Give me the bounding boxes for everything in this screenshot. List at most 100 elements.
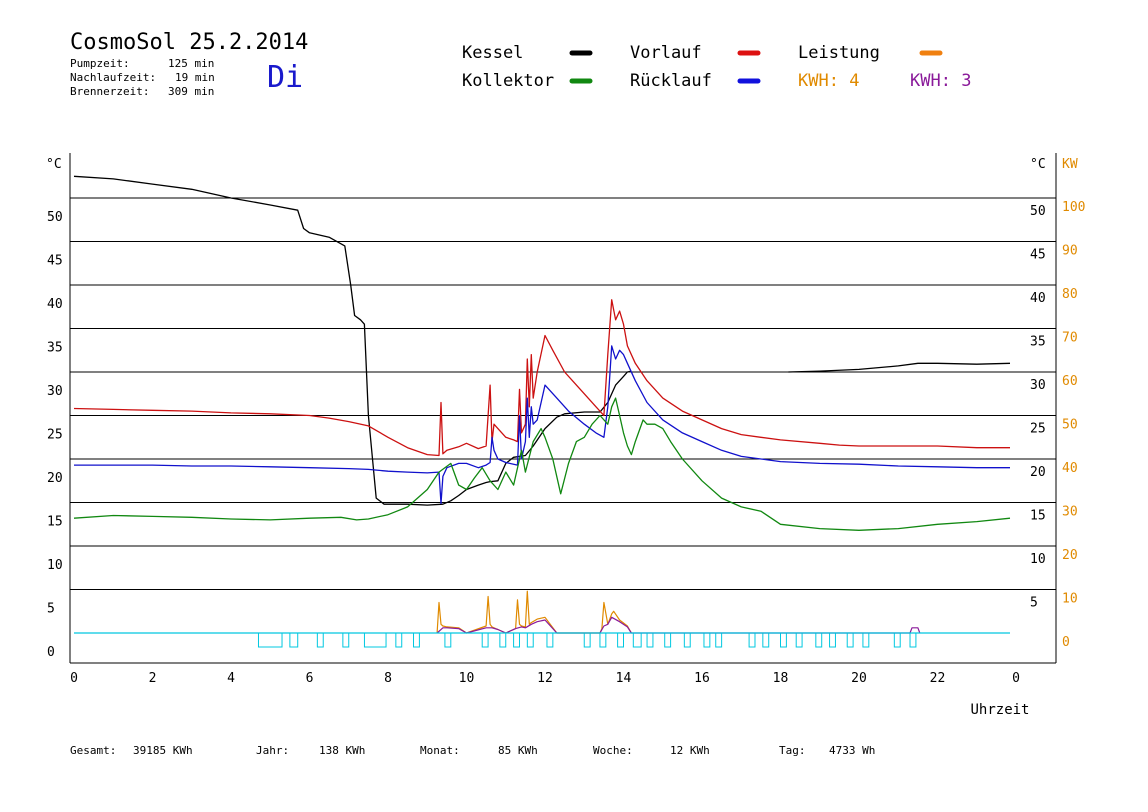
y-tick-right-30: 30 — [1030, 378, 1046, 393]
pump-block-30 — [893, 632, 901, 648]
pump-block-3 — [342, 632, 350, 648]
kwh-b-value: 3 — [961, 71, 972, 91]
y2-tick-20: 20 — [1062, 548, 1078, 563]
pump-block-11 — [526, 632, 534, 648]
pump-block-17 — [646, 632, 654, 648]
chart-title: CosmoSol 25.2.2014 — [70, 30, 309, 55]
pump-block-7 — [444, 632, 452, 648]
day-label: Di — [267, 60, 304, 95]
y2-tick-40: 40 — [1062, 461, 1078, 476]
pump-block-0 — [257, 632, 283, 648]
pump-block-27 — [829, 632, 836, 648]
y-tick-right-5: 5 — [1030, 596, 1038, 611]
legend-label-leistung: Leistung — [798, 43, 880, 63]
legend-label-vorlauf: Vorlauf — [630, 43, 702, 63]
footer-tag-value: 4733 Wh — [829, 744, 876, 757]
x-tick-12: 0 — [1012, 671, 1020, 686]
pump-block-13 — [583, 632, 591, 648]
footer-woche-label: Woche: — [593, 744, 633, 757]
grid-lines — [70, 197, 1056, 590]
stat-brennerzeit-label: Brennerzeit: — [70, 85, 150, 98]
footer-tag-label: Tag: — [779, 744, 806, 757]
y-tick-left-20: 20 — [47, 471, 63, 486]
pump-block-22 — [748, 632, 756, 648]
y2-tick-100: 100 — [1062, 200, 1085, 215]
stat-pumpzeit-value: 125 min — [168, 57, 215, 70]
pump-block-28 — [846, 632, 854, 648]
pump-block-6 — [413, 632, 420, 648]
y-unit-right: °C — [1030, 157, 1046, 172]
pump-block-21 — [715, 632, 723, 648]
x-tick-5: 10 — [459, 671, 475, 686]
y-tick-left-15: 15 — [47, 515, 63, 530]
pump-block-31 — [909, 632, 917, 648]
y2-tick-80: 80 — [1062, 287, 1078, 302]
y-tick-right-50: 50 — [1030, 204, 1046, 219]
x-tick-7: 14 — [616, 671, 632, 686]
y-tick-right-45: 45 — [1030, 248, 1046, 263]
pump-block-23 — [762, 632, 770, 648]
y-tick-right-25: 25 — [1030, 422, 1046, 437]
y-tick-left-50: 50 — [47, 210, 63, 225]
y-tick-right-15: 15 — [1030, 509, 1046, 524]
legend-label-ruecklauf: Rücklauf — [630, 71, 712, 91]
y-tick-right-35: 35 — [1030, 335, 1046, 350]
y-tick-left-0: 0 — [47, 645, 55, 660]
kwh-a-value: 4 — [849, 71, 860, 91]
y-tick-right-40: 40 — [1030, 291, 1046, 306]
pump-block-25 — [795, 632, 803, 648]
pump-blocks — [257, 632, 917, 648]
y2-tick-10: 10 — [1062, 592, 1078, 607]
x-tick-3: 6 — [306, 671, 314, 686]
kwh-a-label: KWH: 4 — [798, 71, 860, 91]
x-tick-1: 2 — [149, 671, 157, 686]
y2-tick-50: 50 — [1062, 418, 1078, 433]
series-kollektor — [73, 397, 1011, 531]
stat-pumpzeit-label: Pumpzeit: — [70, 57, 130, 70]
legend-marks — [569, 50, 943, 84]
x-tick-0: 0 — [70, 671, 78, 686]
series-lines — [73, 175, 1011, 634]
series-leistung-lila — [436, 616, 921, 634]
stat-nachlaufzeit-label: Nachlaufzeit: — [70, 71, 157, 84]
y-tick-right-10: 10 — [1030, 552, 1046, 567]
y-tick-left-10: 10 — [47, 558, 63, 573]
y2-unit: KW — [1062, 157, 1078, 172]
pump-block-18 — [664, 632, 672, 648]
y2-tick-30: 30 — [1062, 505, 1078, 520]
footer-monat-value: 85 KWh — [498, 744, 538, 757]
pump-block-29 — [862, 632, 870, 648]
x-tick-9: 18 — [773, 671, 789, 686]
pump-block-14 — [599, 632, 607, 648]
y2-tick-60: 60 — [1062, 374, 1078, 389]
series-vorlauf — [73, 299, 1010, 457]
series-r-cklauf — [74, 345, 1010, 505]
x-tick-10: 20 — [851, 671, 867, 686]
pump-block-19 — [683, 632, 691, 648]
footer-jahr-value: 138 KWh — [319, 744, 366, 757]
stat-brennerzeit-value: 309 min — [168, 85, 215, 98]
series-leistung — [436, 590, 632, 634]
x-tick-4: 8 — [384, 671, 392, 686]
footer-woche-value: 12 KWh — [670, 744, 710, 757]
x-tick-11: 22 — [930, 671, 946, 686]
y2-tick-0: 0 — [1062, 635, 1070, 650]
pump-block-20 — [703, 632, 711, 648]
pump-block-5 — [395, 632, 403, 648]
footer-gesamt-label: Gesamt: — [70, 744, 117, 757]
pump-block-24 — [780, 632, 787, 648]
y-tick-left-35: 35 — [47, 341, 63, 356]
y-tick-left-45: 45 — [47, 254, 63, 269]
y-tick-left-40: 40 — [47, 297, 63, 312]
y-tick-left-5: 5 — [47, 602, 55, 617]
pump-block-8 — [481, 632, 489, 648]
series-kessel-sp-t — [788, 362, 1011, 373]
footer-jahr-label: Jahr: — [256, 744, 290, 757]
stat-nachlaufzeit-value: 19 min — [175, 71, 215, 84]
pump-block-2 — [316, 632, 324, 648]
pump-block-1 — [289, 632, 299, 648]
x-tick-8: 16 — [694, 671, 710, 686]
axes — [69, 153, 1057, 664]
